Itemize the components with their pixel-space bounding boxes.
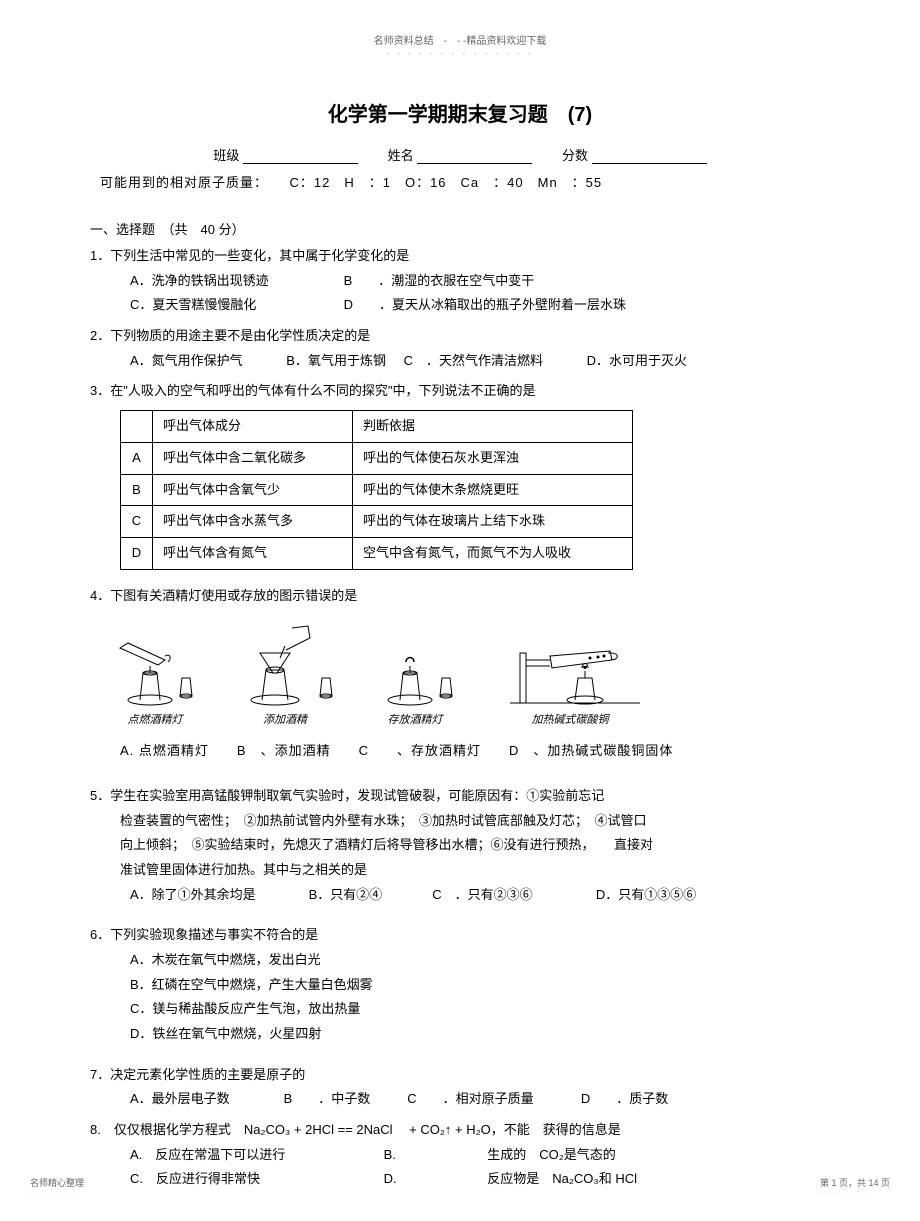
footer-right-dots: . . . . . . . (820, 1189, 890, 1196)
name-label: 姓名 (388, 148, 414, 163)
footer-right: 第 1 页，共 14 页 . . . . . . . (820, 1176, 890, 1196)
q1-opt-b: B ．潮湿的衣服在空气中变干 (344, 269, 535, 294)
q6-opt-a: A．木炭在氧气中燃烧，发出白光 (130, 948, 830, 973)
question-8: 8. 仅仅根据化学方程式 Na₂CO₃ + 2HCl == 2NaCl + CO… (90, 1118, 830, 1192)
table-row: B 呼出气体中含氧气少 呼出的气体使木条燃烧更旺 (121, 474, 633, 506)
question-1: 1．下列生活中常见的一些变化，其中属于化学变化的是 A．洗净的铁锅出现锈迹 B … (90, 244, 830, 318)
fig-b-caption: 添加酒精 (263, 710, 307, 731)
table-row: A 呼出气体中含二氧化碳多 呼出的气体使石灰水更浑浊 (121, 442, 633, 474)
figure-d: 加热碱式碳酸铜 (490, 618, 650, 731)
name-blank[interactable] (417, 150, 532, 164)
q6-stem: 6．下列实验现象描述与事实不符合的是 (90, 923, 830, 948)
q3-th-blank (121, 411, 153, 443)
q8-opt-b2: 生成的 CO₂是气态的 (487, 1143, 616, 1168)
q2-opt-d: D．水可用于灭火 (587, 349, 687, 374)
q4-figures: 点燃酒精灯 添加酒精 (110, 618, 830, 731)
q1-opt-a: A．洗净的铁锅出现锈迹 (130, 269, 340, 294)
question-2: 2．下列物质的用途主要不是由化学性质决定的是 A．氮气用作保护气 B．氧气用于炼… (90, 324, 830, 373)
q8-opt-a: A. 反应在常温下可以进行 (130, 1143, 380, 1168)
q7-opt-b: B ．中子数 (284, 1087, 404, 1112)
q3-r0-c1: 呼出气体中含二氧化碳多 (153, 442, 353, 474)
question-4: 4．下图有关酒精灯使用或存放的图示错误的是 点燃酒精灯 (90, 584, 830, 764)
q1-opt-d: D ．夏天从冰箱取出的瓶子外壁附着一层水珠 (344, 293, 626, 318)
q6-opt-b: B．红磷在空气中燃烧，产生大量白色烟雾 (130, 973, 830, 998)
q1-opt-c: C．夏天雪糕慢慢融化 (130, 293, 340, 318)
q3-r3-label: D (121, 537, 153, 569)
fig-c-caption: 存放酒精灯 (388, 710, 443, 731)
q5-stem: 5．学生在实验室用高锰酸钾制取氧气实验时，发现试管破裂，可能原因有：①实验前忘记 (90, 784, 830, 809)
q3-r2-c1: 呼出气体中含水蒸气多 (153, 506, 353, 538)
q3-r0-c2: 呼出的气体使石灰水更浑浊 (353, 442, 633, 474)
q3-stem: 3．在"人吸入的空气和呼出的气体有什么不同的探究"中，下列说法不正确的是 (90, 379, 830, 404)
lamp-heat-icon (490, 618, 650, 708)
q3-th-2: 判断依据 (353, 411, 633, 443)
q8-opt-c: C. 反应进行得非常快 (130, 1167, 380, 1192)
watermark-header: 名师资料总结 - - -精品资料欢迎下载 (90, 32, 830, 47)
q3-r1-c2: 呼出的气体使木条燃烧更旺 (353, 474, 633, 506)
footer-left-dots: . . . . . . . (30, 1189, 84, 1196)
question-5: 5．学生在实验室用高锰酸钾制取氧气实验时，发现试管破裂，可能原因有：①实验前忘记… (90, 784, 830, 907)
question-6: 6．下列实验现象描述与事实不符合的是 A．木炭在氧气中燃烧，发出白光 B．红磷在… (90, 923, 830, 1046)
page-title: 化学第一学期期末复习题 (7) (90, 98, 830, 127)
q2-opt-c: C ．天然气作清洁燃料 (404, 349, 543, 374)
score-blank[interactable] (592, 150, 707, 164)
figure-c: 存放酒精灯 (370, 618, 460, 731)
q5-opt-d: D．只有①③⑤⑥ (596, 883, 696, 908)
q7-opt-a: A．最外层电子数 (130, 1087, 280, 1112)
footer-left: 名师精心整理 . . . . . . . (30, 1176, 84, 1196)
q7-opt-c: C ．相对原子质量 (407, 1087, 577, 1112)
q3-r0-label: A (121, 442, 153, 474)
section-1-title: 一、选择题 （共 40 分） (90, 219, 830, 238)
q8-opt-d: D. (384, 1167, 484, 1192)
q7-opt-d: D ．质子数 (581, 1087, 668, 1112)
q5-line2: 检查装置的气密性； ②加热前试管内外壁有水珠； ③加热时试管底部触及灯芯； ④试… (120, 809, 830, 834)
q5-opt-c: C ．只有②③⑥ (432, 883, 592, 908)
score-label: 分数 (562, 148, 588, 163)
q3-r1-label: B (121, 474, 153, 506)
q3-table: 呼出气体成分 判断依据 A 呼出气体中含二氧化碳多 呼出的气体使石灰水更浑浊 B… (120, 410, 633, 569)
q3-r2-label: C (121, 506, 153, 538)
q3-r3-c1: 呼出气体含有氮气 (153, 537, 353, 569)
class-label: 班级 (213, 148, 239, 163)
footer-right-text: 第 1 页，共 14 页 (820, 1176, 890, 1189)
q3-r1-c1: 呼出气体中含氧气少 (153, 474, 353, 506)
q6-opt-d: D．铁丝在氧气中燃烧，火星四射 (130, 1022, 830, 1047)
lamp-store-icon (370, 618, 460, 708)
student-info-line: 班级 姓名 分数 (90, 145, 830, 164)
q8-opt-b: B. (384, 1143, 484, 1168)
lamp-light-icon (110, 618, 200, 708)
q4-options: A. 点燃酒精灯 B 、添加酒精 C 、存放酒精灯 D 、加热碱式碳酸铜固体 (120, 739, 830, 764)
fig-a-caption: 点燃酒精灯 (128, 710, 183, 731)
table-row: D 呼出气体含有氮气 空气中含有氮气，而氮气不为人吸收 (121, 537, 633, 569)
table-row: C 呼出气体中含水蒸气多 呼出的气体在玻璃片上结下水珠 (121, 506, 633, 538)
figure-a: 点燃酒精灯 (110, 618, 200, 731)
question-3: 3．在"人吸入的空气和呼出的气体有什么不同的探究"中，下列说法不正确的是 呼出气… (90, 379, 830, 569)
class-blank[interactable] (243, 150, 358, 164)
q2-opt-a: A．氮气用作保护气 (130, 349, 243, 374)
q3-r2-c2: 呼出的气体在玻璃片上结下水珠 (353, 506, 633, 538)
q5-line4: 准试管里固体进行加热。其中与之相关的是 (120, 858, 830, 883)
question-7: 7．决定元素化学性质的主要是原子的 A．最外层电子数 B ．中子数 C ．相对原… (90, 1063, 830, 1112)
q2-stem: 2．下列物质的用途主要不是由化学性质决定的是 (90, 324, 830, 349)
fig-d-caption: 加热碱式碳酸铜 (532, 710, 609, 731)
q8-opt-d2: 反应物是 Na₂CO₃和 HCl (487, 1167, 637, 1192)
q5-line3: 向上倾斜； ⑤实验结束时，先熄灭了酒精灯后将导管移出水槽；⑥没有进行预热， 直接… (120, 833, 830, 858)
q4-stem: 4．下图有关酒精灯使用或存放的图示错误的是 (90, 584, 830, 609)
q5-opt-b: B．只有②④ (309, 883, 429, 908)
q3-th-1: 呼出气体成分 (153, 411, 353, 443)
figure-b: 添加酒精 (230, 618, 340, 731)
q3-r3-c2: 空气中含有氮气，而氮气不为人吸收 (353, 537, 633, 569)
q1-stem: 1．下列生活中常见的一些变化，其中属于化学变化的是 (90, 244, 830, 269)
lamp-add-icon (230, 618, 340, 708)
footer-left-text: 名师精心整理 (30, 1176, 84, 1189)
watermark-dots: - - - - - - - - - - - - - - (90, 49, 830, 58)
q5-opt-a: A．除了①外其余均是 (130, 883, 305, 908)
atomic-mass-line: 可能用到的相对原子质量： C：12 H ：1 O：16 Ca ：40 Mn ：5… (100, 172, 830, 191)
q8-stem: 8. 仅仅根据化学方程式 Na₂CO₃ + 2HCl == 2NaCl + CO… (90, 1118, 830, 1143)
q7-stem: 7．决定元素化学性质的主要是原子的 (90, 1063, 830, 1088)
q6-opt-c: C．镁与稀盐酸反应产生气泡，放出热量 (130, 997, 830, 1022)
q2-opt-b: B．氧气用于炼钢 (286, 349, 386, 374)
